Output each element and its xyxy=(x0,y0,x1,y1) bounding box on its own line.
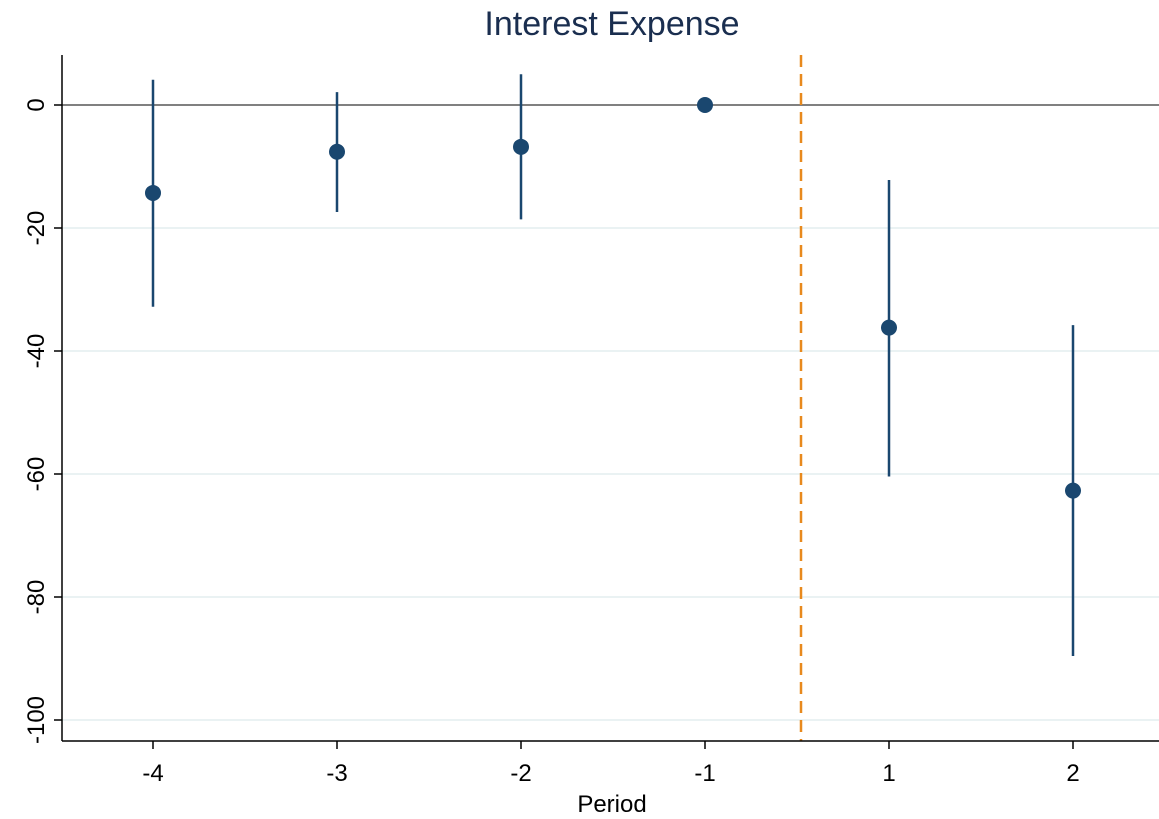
x-tick-label: -4 xyxy=(142,760,163,787)
x-tick-label: -2 xyxy=(510,760,531,787)
point-estimate xyxy=(1065,482,1081,499)
x-tick-label: 2 xyxy=(1066,760,1079,787)
point-estimate xyxy=(881,319,897,336)
point-estimates xyxy=(145,97,1081,499)
y-tick-label: -20 xyxy=(23,211,50,246)
chart-title: Interest Expense xyxy=(484,5,739,43)
confidence-intervals xyxy=(151,74,1075,657)
x-axis-label: Period xyxy=(577,791,646,818)
x-tick-label: 1 xyxy=(882,760,895,787)
y-axis-ticks: 0 -20 -40 -60 -80 -100 xyxy=(23,98,62,744)
y-tick-label: -60 xyxy=(23,457,50,492)
x-tick-label: -3 xyxy=(326,760,347,787)
point-estimate xyxy=(145,184,161,201)
point-estimate xyxy=(329,143,345,160)
point-estimate xyxy=(513,138,529,155)
y-tick-label: -80 xyxy=(23,580,50,615)
y-tick-label: -40 xyxy=(23,334,50,369)
axes xyxy=(61,55,1159,742)
y-tick-label: -100 xyxy=(23,696,50,744)
y-tick-label: 0 xyxy=(23,98,50,111)
gridlines xyxy=(62,227,1159,721)
point-estimate xyxy=(697,97,713,113)
x-axis-ticks: -4 -3 -2 -1 1 2 xyxy=(142,741,1080,787)
x-tick-label: -1 xyxy=(694,760,715,787)
